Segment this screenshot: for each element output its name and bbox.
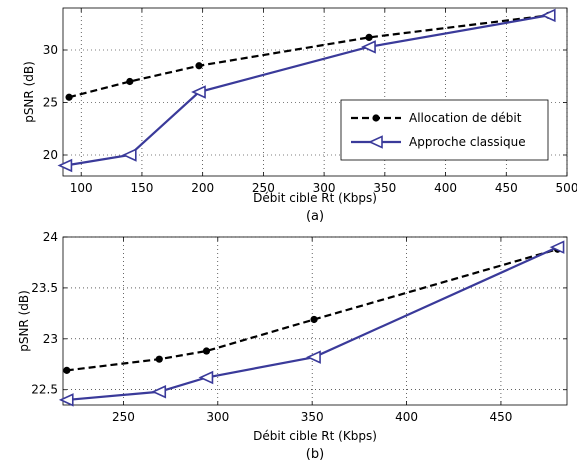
y-tick-label: 23 [43, 332, 58, 346]
series-classique [58, 240, 565, 407]
data-point [306, 350, 321, 364]
data-point [202, 347, 211, 355]
data-point [195, 62, 203, 70]
data-point [540, 8, 556, 23]
legend-marker [368, 135, 383, 149]
plot-frame [62, 7, 568, 177]
chart-0: 100 150 200 250 300 350 400 450 500 20 25 30 Débit c… [22, 7, 577, 224]
legend-label: Allocation de débit [409, 111, 522, 125]
legend-marker [372, 114, 380, 122]
y-tick-label: 25 [43, 96, 58, 110]
subfigure-caption: (a) [306, 209, 324, 224]
data-point [198, 370, 214, 385]
data-point [191, 85, 206, 99]
legend-label: Approche classique [409, 135, 526, 149]
y-tick-label: 24 [43, 230, 58, 244]
y-tick-label: 22.5 [31, 383, 58, 397]
x-axis-label: Débit cible Rt (Kbps) [253, 191, 377, 205]
x-axis-label: Débit cible Rt (Kbps) [253, 429, 377, 443]
x-tick-label: 300 [313, 181, 336, 195]
data-point [58, 393, 74, 407]
x-tick-label: 350 [373, 181, 396, 195]
y-tick-label: 30 [43, 43, 58, 57]
data-point [126, 77, 134, 86]
y-tick-label: 20 [43, 148, 58, 162]
x-tick-label: 500 [556, 181, 577, 195]
y-axis-label: pSNR (dB) [17, 290, 31, 352]
chart-1: 250 300 350 400 450 22.5 23 23.5 24 Débit cible R… [17, 230, 568, 462]
x-tick-label: 100 [70, 181, 93, 195]
legend-box [340, 99, 549, 161]
data-point [365, 33, 373, 42]
data-point [361, 40, 376, 54]
x-tick-label: 450 [495, 181, 518, 195]
x-tick-label: 250 [252, 181, 275, 195]
x-tick-label: 150 [130, 181, 153, 195]
y-tick-label: 23.5 [31, 281, 58, 295]
x-tick-label: 400 [434, 181, 457, 195]
x-tick-label: 250 [112, 410, 135, 424]
legend: Allocation de débit Approche classique [340, 99, 549, 161]
data-point [65, 93, 73, 101]
data-point [57, 158, 73, 173]
x-tick-label: 450 [489, 410, 512, 424]
data-point [549, 240, 565, 254]
subfigure-caption: (b) [306, 447, 324, 462]
x-tick-label: 300 [206, 410, 229, 424]
data-point [155, 355, 163, 363]
x-tick-label: 350 [301, 410, 324, 424]
y-axis-label: pSNR (dB) [22, 61, 36, 123]
series-allocation [65, 11, 553, 101]
data-point [121, 148, 137, 162]
data-point [310, 315, 318, 324]
plot-frame [62, 236, 568, 406]
x-tick-label: 400 [395, 410, 418, 424]
data-point [151, 385, 167, 399]
series-classique [57, 8, 556, 173]
data-point [63, 366, 71, 374]
x-tick-label: 200 [191, 181, 214, 195]
